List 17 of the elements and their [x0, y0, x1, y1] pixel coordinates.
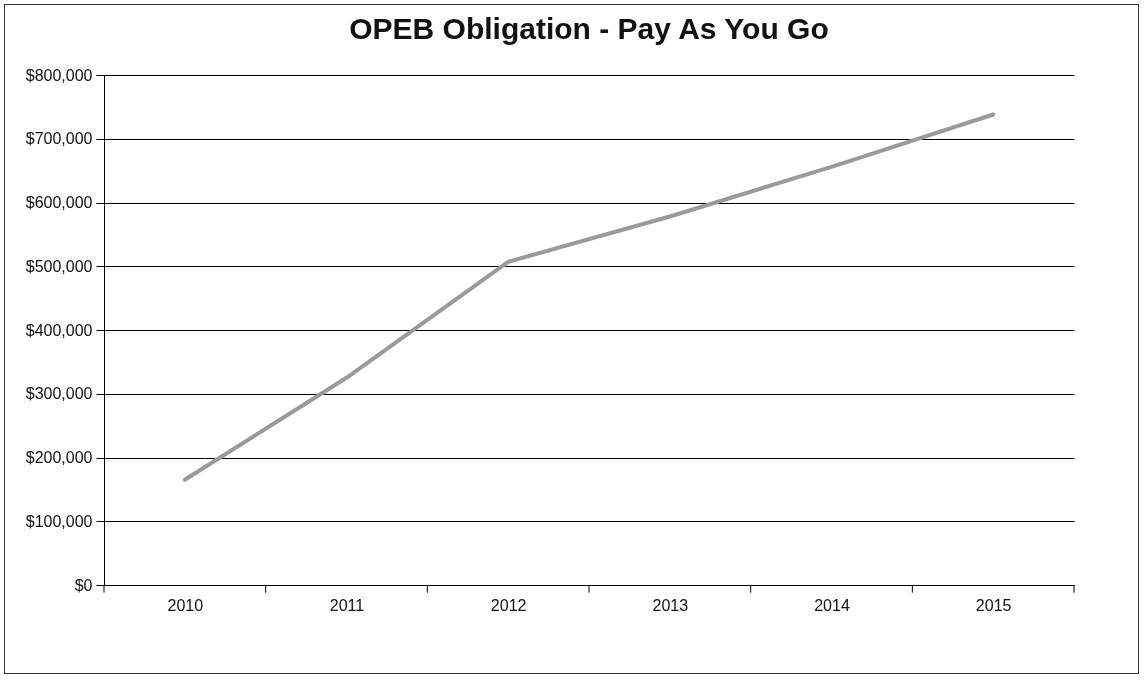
y-tick-label: $400,000 — [25, 321, 93, 339]
x-tick-label: 2011 — [329, 596, 365, 614]
x-tick-label: 2012 — [490, 596, 527, 614]
x-tick-label: 2014 — [814, 596, 850, 614]
y-tick-label: $800,000 — [25, 66, 93, 84]
y-tick-label: $100,000 — [25, 512, 93, 530]
y-tick-label: $600,000 — [25, 194, 93, 211]
y-tick-label: $700,000 — [25, 130, 93, 148]
x-tick-label: 2013 — [652, 596, 689, 614]
line-series — [182, 112, 996, 482]
chart-title: OPEB Obligation - Pay As You Go — [349, 12, 829, 45]
x-tick-label: 2015 — [975, 596, 1012, 614]
y-tick-label: $200,000 — [25, 449, 93, 466]
x-tick-label: 2010 — [167, 596, 204, 614]
y-tick-label: $0 — [74, 576, 93, 594]
y-tick-label: $500,000 — [25, 257, 93, 275]
y-tick-label: $300,000 — [25, 385, 93, 403]
